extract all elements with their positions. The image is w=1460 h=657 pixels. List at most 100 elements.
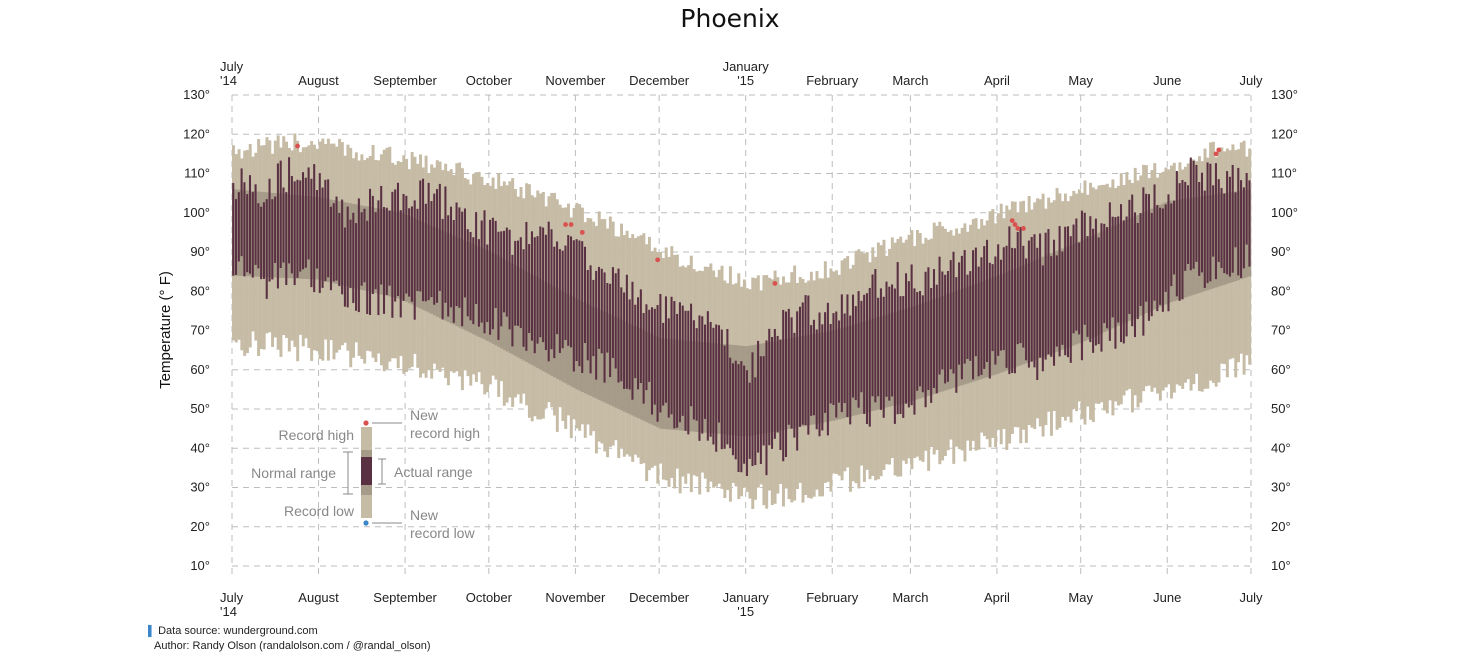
actual-range-bar: [648, 309, 651, 382]
actual-range-bar: [1016, 231, 1019, 345]
legend-actual-bracket: [378, 458, 386, 485]
actual-range-bar: [491, 217, 494, 330]
actual-range-bar: [514, 240, 517, 326]
x-tick-label-top: September: [373, 73, 437, 88]
actual-range-bar: [916, 292, 919, 391]
actual-range-bar: [544, 234, 547, 350]
actual-range-bar: [503, 230, 506, 313]
x-tick-label-top: March: [892, 73, 928, 88]
actual-range-bar: [882, 296, 885, 418]
normal-range-bar: [583, 303, 587, 394]
actual-range-bar: [907, 281, 910, 408]
actual-range-bar: [422, 178, 425, 302]
actual-range-bar: [1052, 239, 1056, 366]
actual-range-bar: [782, 309, 785, 462]
actual-range-bar: [676, 313, 679, 428]
actual-range-bar: [1092, 228, 1095, 353]
y-tick-label-left: 40°: [190, 440, 210, 455]
actual-range-bar: [899, 296, 902, 414]
actual-range-bar: [673, 301, 676, 429]
axis-labels: 10° 10° 20° 20° 30° 30° 40° 40° 50° 50° 60° 60° 70° 7…: [183, 59, 1298, 619]
y-tick-label-left: 100°: [183, 205, 210, 220]
new-record-high-marker: [563, 222, 568, 227]
actual-range-bar: [1119, 204, 1123, 343]
x-tick-label-top: May: [1068, 73, 1093, 88]
actual-range-bar: [1161, 208, 1164, 312]
actual-range-bar: [427, 182, 430, 301]
actual-range-bar: [497, 231, 500, 340]
actual-range-bar: [301, 172, 305, 270]
actual-range-bar: [1117, 216, 1120, 323]
actual-range-bar: [396, 182, 399, 296]
actual-range-bar: [885, 281, 888, 397]
actual-range-bar: [1058, 226, 1061, 357]
actual-range-bar: [924, 271, 927, 408]
actual-range-bar: [525, 221, 528, 351]
actual-range-bar: [290, 176, 293, 274]
actual-range-bars: [232, 157, 1251, 477]
actual-range-bar: [854, 306, 857, 401]
actual-range-bar: [759, 356, 762, 464]
data-source: Data source: wunderground.com: [158, 625, 318, 637]
actual-range-bar: [1025, 258, 1028, 361]
actual-range-bar: [667, 318, 670, 418]
actual-range-bar: [1220, 188, 1223, 269]
actual-range-bar: [600, 268, 603, 354]
actual-range-bar: [690, 303, 693, 407]
actual-range-bar: [508, 229, 511, 330]
actual-range-bar: [846, 294, 849, 418]
actual-range-bar: [313, 164, 316, 293]
x-tick-label-top: June: [1153, 73, 1181, 88]
actual-range-bar: [932, 269, 936, 389]
legend-record-high: Record high: [279, 427, 355, 443]
actual-range-bar: [779, 339, 782, 451]
actual-range-bar: [575, 239, 578, 362]
actual-range-bar: [720, 329, 723, 450]
actual-range-bar: [611, 267, 614, 359]
actual-range-bar: [1128, 199, 1131, 315]
actual-range-bar: [731, 363, 734, 456]
actual-range-bar: [927, 267, 930, 390]
actual-range-bar: [285, 192, 288, 286]
y-tick-label-right: 50°: [1271, 401, 1291, 416]
y-tick-label-right: 80°: [1271, 283, 1291, 298]
actual-range-bar: [458, 207, 461, 308]
y-tick-label-right: 10°: [1271, 558, 1291, 573]
actual-range-bar: [818, 312, 821, 437]
x-tick-label-top: July: [220, 59, 244, 74]
actual-range-bar: [963, 250, 966, 364]
actual-range-bar: [768, 328, 771, 446]
actual-range-bar: [1231, 164, 1234, 273]
actual-range-bar: [678, 302, 681, 423]
actual-range-bar: [1150, 212, 1153, 317]
actual-range-bar: [681, 305, 684, 416]
actual-range-bar: [801, 302, 804, 425]
y-tick-label-left: 70°: [190, 323, 210, 338]
actual-range-bar: [341, 199, 344, 295]
actual-range-bar: [1094, 218, 1097, 346]
actual-range-bar: [1103, 223, 1106, 324]
actual-range-bar: [324, 179, 327, 282]
actual-range-bar: [1125, 216, 1128, 337]
temperature-chart: 10° 10° 20° 20° 30° 30° 40° 40° 50° 50° 60° 60° 70° 7…: [157, 59, 1298, 619]
actual-range-bar: [740, 361, 743, 473]
actual-range-bar: [1072, 224, 1075, 334]
actual-range-bar: [304, 177, 307, 268]
actual-range-bar: [860, 300, 863, 393]
actual-range-bar: [405, 195, 408, 294]
actual-range-bar: [865, 293, 869, 424]
actual-range-bar: [810, 325, 813, 416]
actual-range-bar: [466, 229, 469, 317]
actual-range-bar: [1075, 218, 1078, 331]
actual-range-bar: [969, 271, 972, 361]
actual-range-bar: [1245, 172, 1248, 245]
normal-range-bar: [597, 309, 601, 400]
actual-range-bar: [905, 273, 908, 404]
actual-range-bar: [1080, 210, 1083, 361]
x-tick-label-bottom: July: [1239, 590, 1263, 605]
actual-range-bar: [944, 274, 947, 384]
actual-range-bar: [623, 292, 626, 389]
x-tick-label-bottom: December: [629, 590, 690, 605]
actual-range-bar: [1167, 194, 1170, 312]
actual-range-bar: [974, 247, 977, 357]
